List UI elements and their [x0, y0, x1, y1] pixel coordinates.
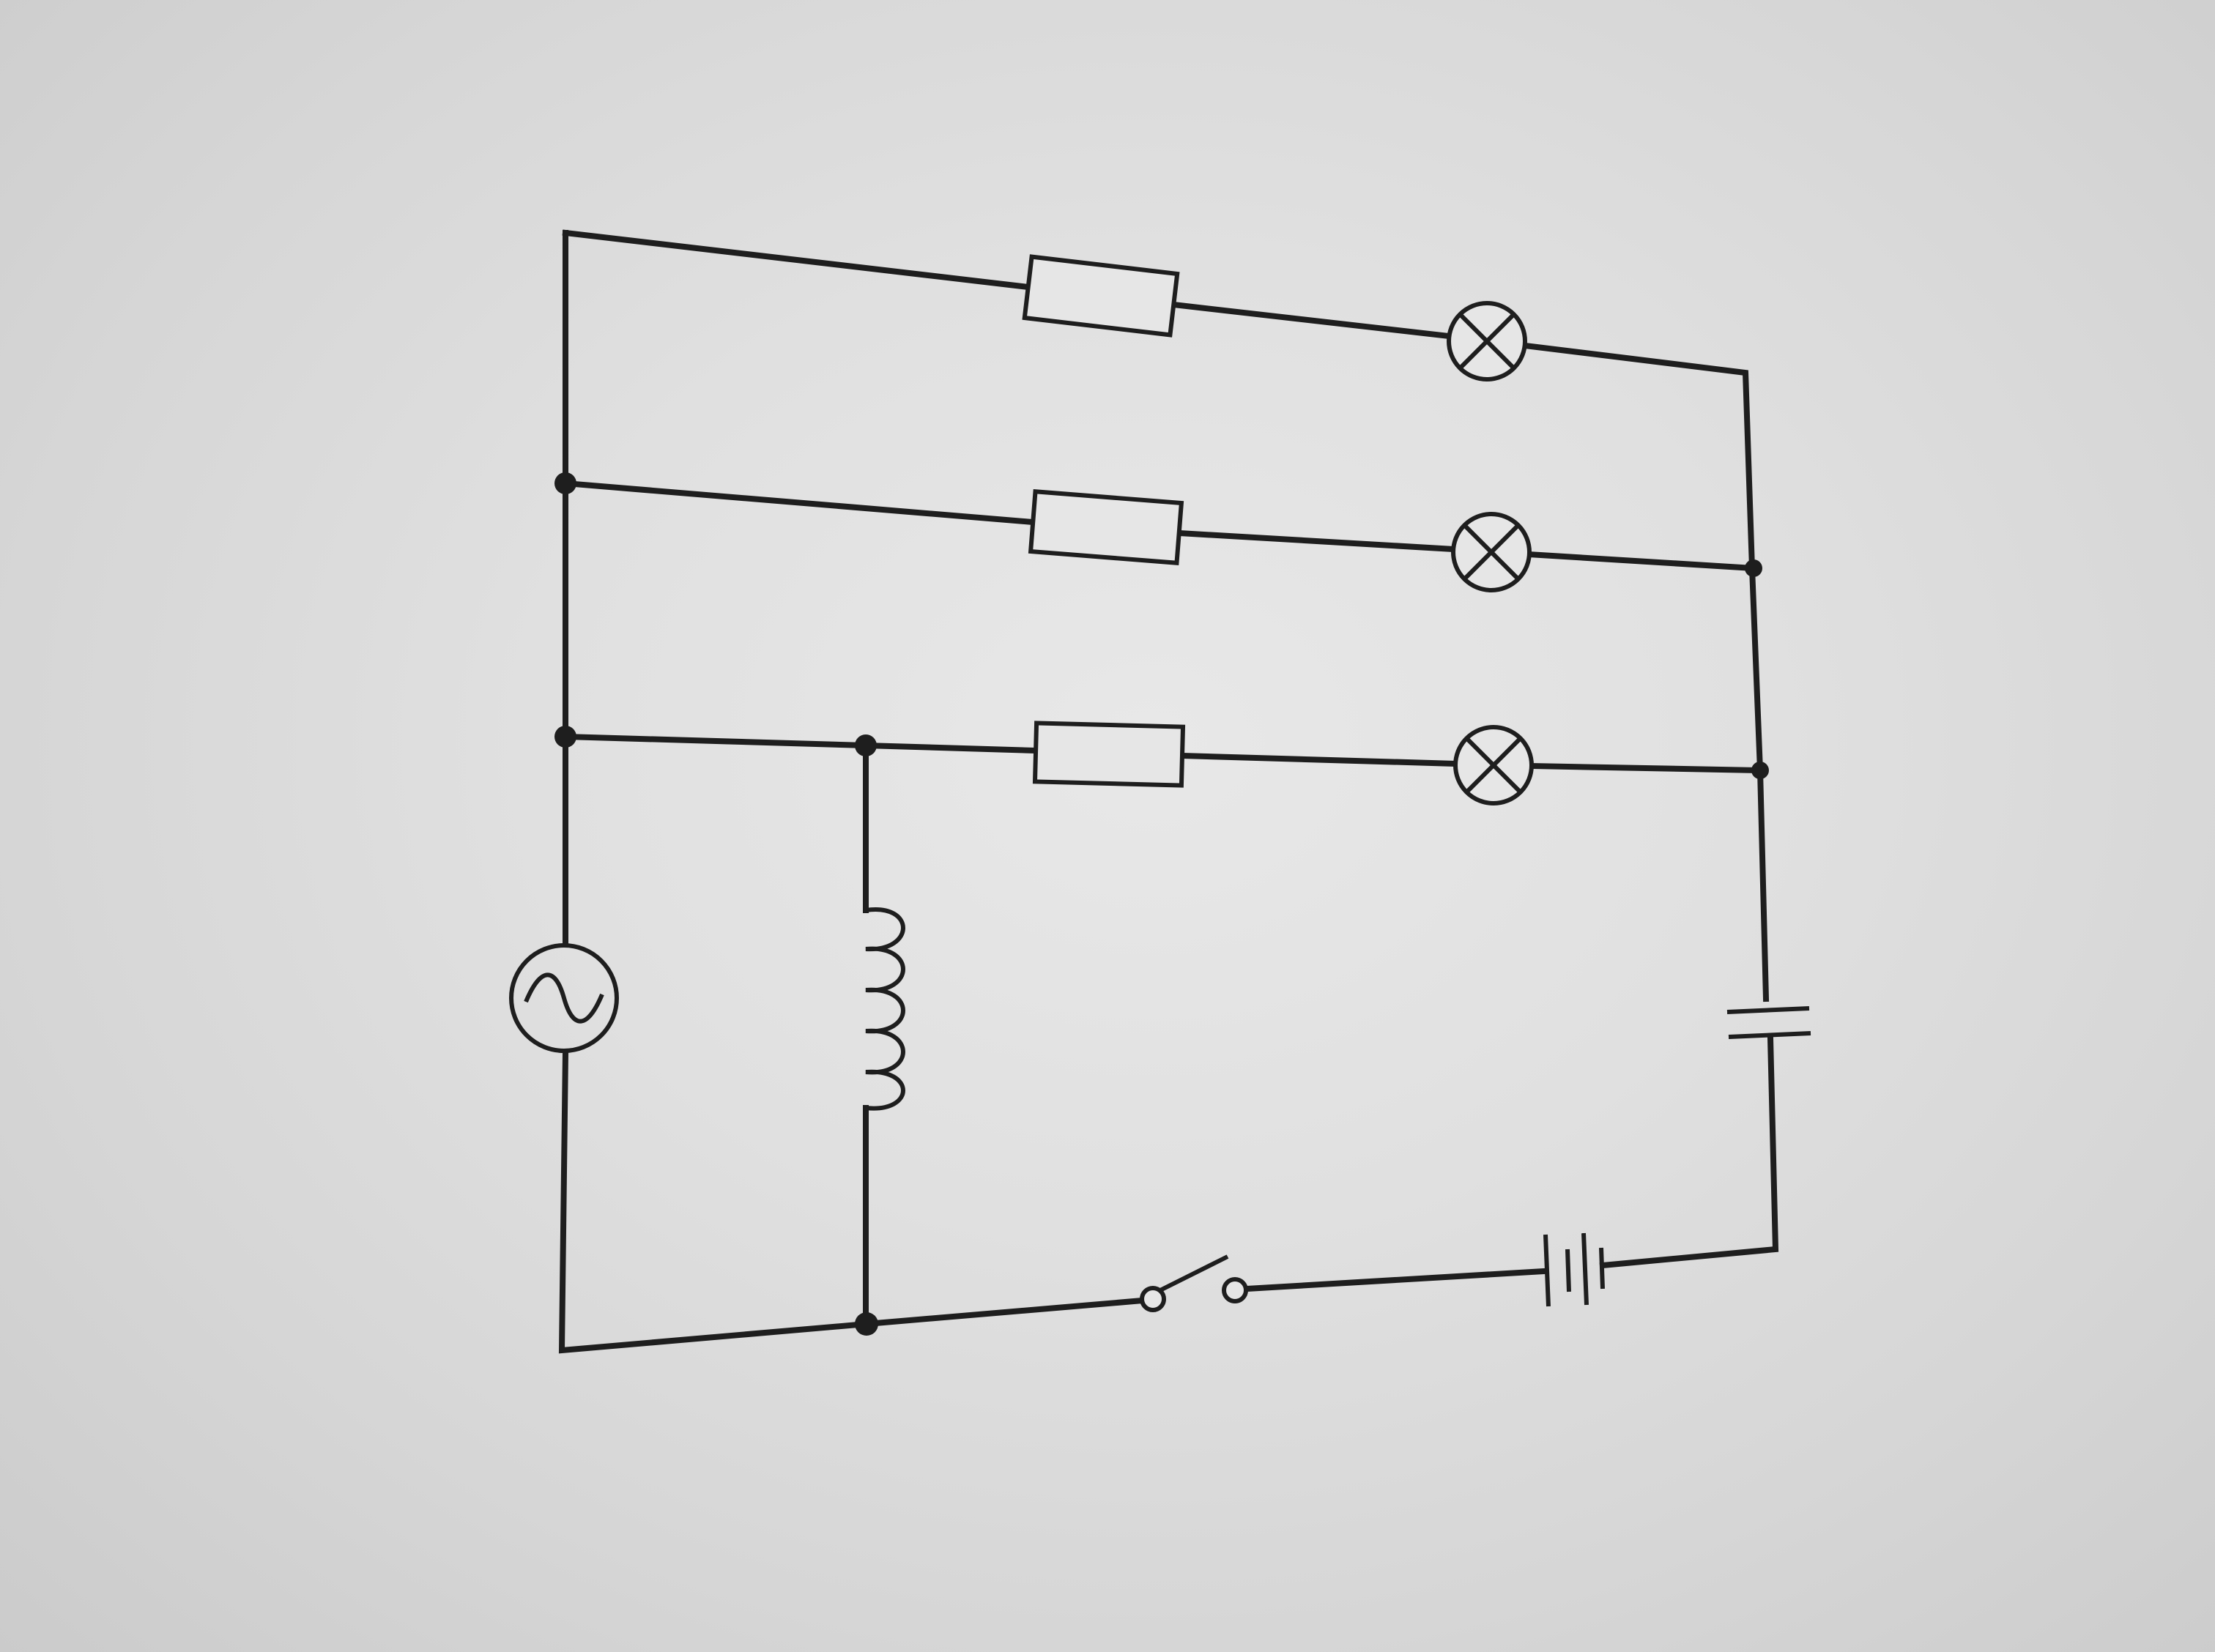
switch-open: [1140, 1254, 1248, 1312]
resistor-lower: [1032, 721, 1186, 788]
lamp-top: [1447, 301, 1527, 382]
battery-symbol: [1543, 1232, 1605, 1307]
junction-dot: [855, 734, 877, 756]
resistor-top: [1022, 254, 1180, 338]
capacitor-symbol: [1726, 1006, 1811, 1039]
inductor-coil: [865, 907, 905, 1111]
junction-dot: [554, 726, 576, 748]
resistor-middle: [1028, 489, 1184, 565]
junction-dot: [1745, 559, 1762, 577]
middle-branch-wire: [562, 480, 1757, 572]
junction-dot: [554, 472, 576, 494]
junction-dot: [1751, 762, 1769, 779]
lamp-middle: [1451, 512, 1532, 592]
left-rail-wire: [558, 230, 870, 1354]
ac-source-symbol: [509, 943, 619, 1053]
right-rail-wire: [1599, 565, 1779, 1269]
top-branch-wire: [562, 229, 1756, 572]
bottom-wire: [863, 1268, 1548, 1328]
lamp-lower: [1453, 725, 1534, 805]
junction-dot: [855, 1312, 878, 1336]
